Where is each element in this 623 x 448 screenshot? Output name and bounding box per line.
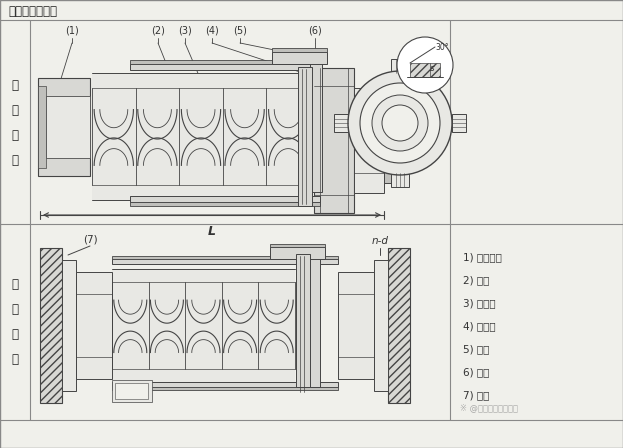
- Text: ※ @巩义恒昌伸缩接头: ※ @巩义恒昌伸缩接头: [460, 403, 518, 412]
- Text: 4) 圆环板: 4) 圆环板: [463, 321, 496, 331]
- Bar: [308, 252, 320, 387]
- Bar: [298, 247, 310, 253]
- Circle shape: [397, 37, 453, 93]
- Bar: [38, 78, 90, 176]
- Bar: [62, 260, 76, 391]
- Bar: [296, 254, 310, 387]
- Text: (6): (6): [308, 25, 322, 35]
- Bar: [303, 52, 315, 58]
- Bar: [374, 260, 388, 391]
- Bar: [298, 67, 312, 206]
- Bar: [452, 114, 466, 132]
- Bar: [76, 272, 112, 379]
- Bar: [384, 98, 392, 183]
- Bar: [388, 248, 410, 403]
- Bar: [112, 387, 338, 390]
- Bar: [130, 202, 320, 206]
- Text: (4): (4): [205, 25, 219, 35]
- Text: 3) 波纹管: 3) 波纹管: [463, 298, 496, 308]
- Bar: [391, 59, 409, 73]
- Text: 7) 法兰: 7) 法兰: [463, 390, 490, 400]
- Text: 法
兰
连
接: 法 兰 连 接: [11, 278, 19, 366]
- Bar: [112, 259, 338, 264]
- Bar: [314, 68, 354, 213]
- Bar: [334, 114, 348, 132]
- Text: L: L: [208, 225, 216, 238]
- Text: n-d: n-d: [371, 236, 389, 246]
- Bar: [270, 244, 325, 247]
- Bar: [112, 382, 338, 387]
- Bar: [92, 73, 310, 200]
- Bar: [310, 56, 322, 192]
- Bar: [300, 56, 318, 64]
- Bar: [338, 272, 374, 379]
- Text: 一、结构简图：: 一、结构简图：: [8, 4, 57, 17]
- Text: (1): (1): [65, 25, 79, 35]
- Text: (2): (2): [151, 25, 165, 35]
- Bar: [115, 383, 148, 399]
- Bar: [130, 60, 320, 64]
- Circle shape: [360, 83, 440, 163]
- Bar: [272, 52, 327, 64]
- Text: (7): (7): [83, 234, 97, 244]
- Text: H: H: [397, 135, 406, 146]
- Bar: [112, 269, 295, 382]
- Bar: [130, 196, 320, 202]
- Circle shape: [348, 71, 452, 175]
- Text: 30°: 30°: [435, 43, 449, 52]
- Bar: [40, 248, 62, 403]
- Bar: [272, 48, 327, 52]
- Bar: [410, 63, 440, 77]
- Bar: [295, 252, 313, 259]
- Text: 1) 工作接管: 1) 工作接管: [463, 252, 502, 262]
- Text: 6) 立板: 6) 立板: [463, 367, 490, 377]
- Text: (3): (3): [178, 25, 192, 35]
- Text: (5): (5): [233, 25, 247, 35]
- Bar: [391, 173, 409, 187]
- Bar: [270, 247, 325, 259]
- Text: s: s: [430, 64, 434, 73]
- Bar: [38, 86, 46, 168]
- Bar: [112, 256, 338, 259]
- Bar: [130, 64, 320, 70]
- Text: 2) 拉板: 2) 拉板: [463, 275, 490, 285]
- Circle shape: [372, 95, 428, 151]
- Bar: [46, 96, 90, 158]
- Text: 接
管
连
接: 接 管 连 接: [11, 79, 19, 167]
- Text: 5) 销轴: 5) 销轴: [463, 344, 490, 354]
- Bar: [112, 380, 152, 402]
- Bar: [354, 88, 384, 193]
- Circle shape: [382, 105, 418, 141]
